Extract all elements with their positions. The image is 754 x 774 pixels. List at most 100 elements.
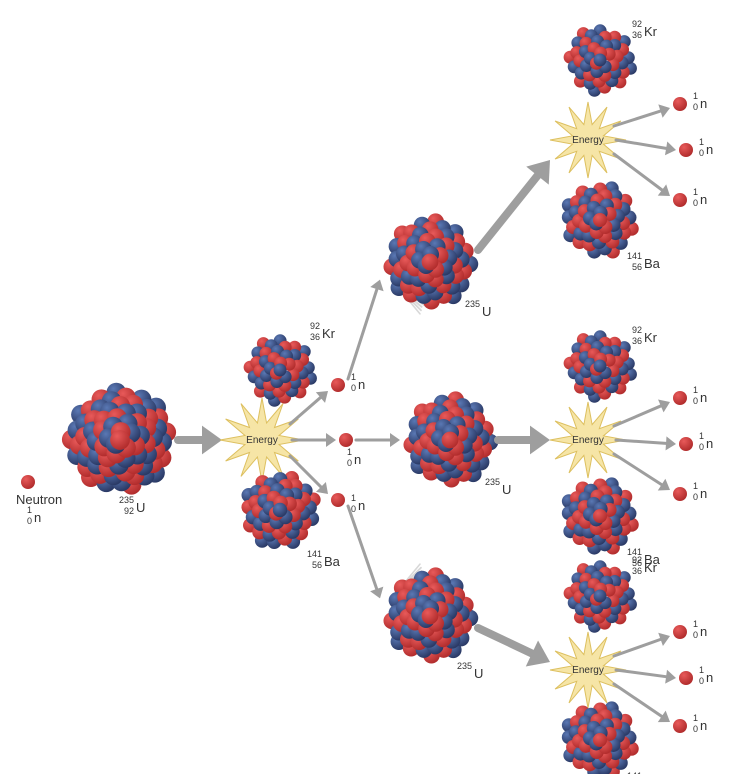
kr-b xyxy=(564,330,637,402)
arrow-u235-to-burst1 xyxy=(178,426,222,455)
svg-text:0: 0 xyxy=(693,724,698,734)
neutron-c1 xyxy=(673,625,687,639)
svg-text:n: n xyxy=(700,96,707,111)
svg-text:n: n xyxy=(358,498,365,513)
svg-text:92: 92 xyxy=(632,325,642,335)
svg-text:U: U xyxy=(474,666,483,681)
kr-1-label: 9236Kr xyxy=(310,321,336,342)
svg-text:0: 0 xyxy=(699,148,704,158)
svg-text:n: n xyxy=(706,670,713,685)
kr-a xyxy=(564,24,637,96)
neutron-initial-iso: 10n xyxy=(27,505,41,526)
arrow-u235b-burstb xyxy=(498,426,550,455)
svg-text:235: 235 xyxy=(119,495,134,505)
neutron-initial xyxy=(21,475,35,489)
u235-a-label: 235U xyxy=(465,299,491,319)
svg-text:1: 1 xyxy=(693,619,698,629)
ba-c xyxy=(562,701,639,774)
neutron-b1-label: 10n xyxy=(693,385,707,406)
neutron-c2-label: 10n xyxy=(699,665,713,686)
svg-text:92: 92 xyxy=(632,555,642,565)
u235-c xyxy=(383,567,478,663)
svg-text:36: 36 xyxy=(632,30,642,40)
neutron-b3 xyxy=(673,487,687,501)
arrow-u235c-burstc xyxy=(478,628,550,666)
energy-label: Energy xyxy=(572,135,604,146)
svg-text:Ba: Ba xyxy=(644,256,661,271)
svg-text:0: 0 xyxy=(351,383,356,393)
u235-c-label: 235U xyxy=(457,661,483,681)
svg-text:Kr: Kr xyxy=(644,330,658,345)
neutron-a2 xyxy=(679,143,693,157)
energy-label: Energy xyxy=(572,435,604,446)
neutron-a3 xyxy=(673,193,687,207)
svg-text:0: 0 xyxy=(699,442,704,452)
arrow-a-n2 xyxy=(616,140,676,155)
u235-a xyxy=(383,213,478,309)
svg-text:0: 0 xyxy=(27,516,32,526)
svg-text:36: 36 xyxy=(632,336,642,346)
svg-text:36: 36 xyxy=(632,566,642,576)
arrow-b-n1 xyxy=(614,400,670,426)
ba-1-label: 14156Ba xyxy=(307,549,341,570)
arrow-a-n3 xyxy=(614,154,670,196)
svg-text:U: U xyxy=(136,500,145,515)
neutron-1c xyxy=(331,493,345,507)
ba-a-label: 14156Ba xyxy=(627,251,661,272)
arrow-u235a-bursta xyxy=(478,160,550,250)
svg-text:n: n xyxy=(706,436,713,451)
svg-text:56: 56 xyxy=(632,262,642,272)
svg-text:1: 1 xyxy=(693,481,698,491)
svg-text:n: n xyxy=(700,624,707,639)
arrow-a-n1 xyxy=(614,104,670,126)
svg-text:n: n xyxy=(700,192,707,207)
ba-b xyxy=(562,477,639,554)
svg-text:92: 92 xyxy=(124,506,134,516)
svg-text:n: n xyxy=(354,452,361,467)
ba-a xyxy=(562,181,639,258)
svg-text:n: n xyxy=(700,486,707,501)
svg-text:36: 36 xyxy=(310,332,320,342)
arrow-b-n3 xyxy=(614,454,670,490)
neutron-a1-label: 10n xyxy=(693,91,707,112)
svg-text:56: 56 xyxy=(312,560,322,570)
svg-text:92: 92 xyxy=(632,19,642,29)
svg-text:0: 0 xyxy=(693,630,698,640)
neutron-b1 xyxy=(673,391,687,405)
neutron-c1-label: 10n xyxy=(693,619,707,640)
u235-initial xyxy=(62,383,176,495)
kr-a-label: 9236Kr xyxy=(632,19,658,40)
svg-text:n: n xyxy=(34,510,41,525)
arrow-b-n2 xyxy=(616,436,676,450)
svg-text:1: 1 xyxy=(699,431,704,441)
svg-text:n: n xyxy=(700,718,707,733)
arrow-n1c-u235c xyxy=(348,506,383,598)
neutron-1c-label: 10n xyxy=(351,493,365,514)
neutron-word: Neutron xyxy=(16,492,62,507)
u235-b-label: 235U xyxy=(485,477,511,497)
svg-text:U: U xyxy=(502,482,511,497)
svg-text:n: n xyxy=(358,377,365,392)
kr-1 xyxy=(244,334,317,406)
svg-text:Kr: Kr xyxy=(644,24,658,39)
neutron-1a-label: 10n xyxy=(351,372,365,393)
svg-text:0: 0 xyxy=(347,458,352,468)
arrow-c-n2 xyxy=(616,670,676,684)
ba-1 xyxy=(241,471,320,549)
neutron-a1 xyxy=(673,97,687,111)
arrow-n1a-u235a xyxy=(348,280,384,379)
svg-text:1: 1 xyxy=(693,385,698,395)
svg-text:0: 0 xyxy=(699,676,704,686)
neutron-b3-label: 10n xyxy=(693,481,707,502)
svg-text:235: 235 xyxy=(485,477,500,487)
svg-text:1: 1 xyxy=(27,505,32,515)
energy-label: Energy xyxy=(572,665,604,676)
svg-text:1: 1 xyxy=(699,665,704,675)
neutron-c3 xyxy=(673,719,687,733)
svg-text:Ba: Ba xyxy=(324,554,341,569)
svg-text:235: 235 xyxy=(465,299,480,309)
neutron-1b xyxy=(339,433,353,447)
svg-text:1: 1 xyxy=(693,713,698,723)
svg-text:141: 141 xyxy=(307,549,322,559)
neutron-b2 xyxy=(679,437,693,451)
